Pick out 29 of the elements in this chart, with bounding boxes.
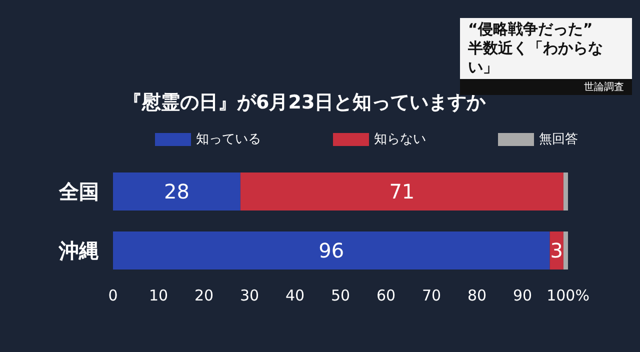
data-label: 3 xyxy=(550,238,563,262)
x-tick-label: 90 xyxy=(512,286,532,304)
bar xyxy=(240,172,564,210)
data-label: 96 xyxy=(318,238,344,262)
legend-label: 無回答 xyxy=(539,132,578,147)
x-tick-label: 10 xyxy=(148,286,168,304)
chart-title: 『慰霊の日』が6月23日と知っていますか xyxy=(123,92,487,114)
text: “侵略戦争だった” xyxy=(468,20,594,39)
x-tick-label: 60 xyxy=(376,286,396,304)
bar xyxy=(113,172,240,210)
x-tick-label: 20 xyxy=(194,286,214,304)
text: 半数近く「わからない」 xyxy=(468,39,604,77)
y-tick-label: 沖縄 xyxy=(58,238,99,262)
x-tick-label: 80 xyxy=(467,286,487,304)
bar xyxy=(113,232,550,270)
x-tick-label: 70 xyxy=(422,286,442,304)
y-tick-label: 全国 xyxy=(58,180,99,204)
x-tick-label: 40 xyxy=(285,286,305,304)
data-label: 28 xyxy=(164,180,190,204)
x-tick-label: 100% xyxy=(546,286,590,304)
text: 世論調査 xyxy=(584,82,624,93)
data-label: 71 xyxy=(389,180,415,204)
x-tick-label: 50 xyxy=(330,286,350,304)
x-tick-label: 30 xyxy=(240,286,260,304)
bar xyxy=(563,172,568,210)
legend-label: 知らない xyxy=(374,132,426,147)
legend-label: 知っている xyxy=(196,132,261,147)
bar xyxy=(563,232,568,270)
x-tick-label: 0 xyxy=(108,286,118,304)
